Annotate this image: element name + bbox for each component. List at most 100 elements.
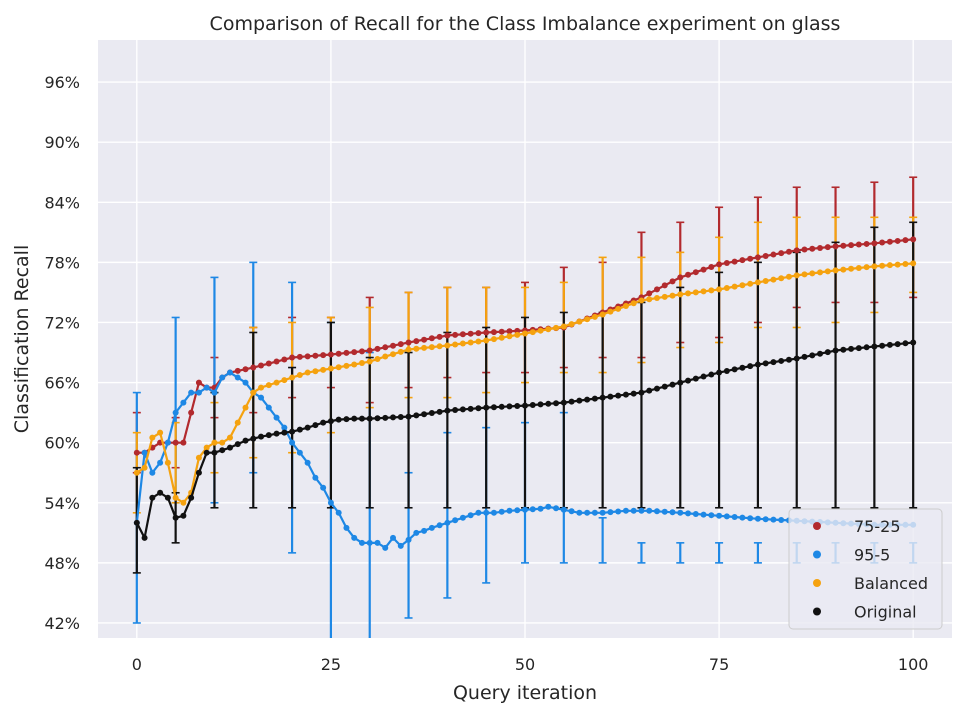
data-point bbox=[320, 484, 327, 491]
data-point bbox=[358, 348, 365, 355]
data-point bbox=[731, 258, 738, 265]
data-point bbox=[599, 394, 606, 401]
data-point bbox=[855, 241, 862, 248]
data-point bbox=[452, 407, 459, 414]
data-point bbox=[366, 347, 373, 354]
data-point bbox=[591, 395, 598, 402]
data-point bbox=[848, 345, 855, 352]
data-point bbox=[296, 426, 303, 433]
data-point bbox=[421, 411, 428, 418]
data-point bbox=[716, 286, 723, 293]
data-point bbox=[514, 403, 521, 410]
data-point bbox=[708, 512, 715, 519]
data-point bbox=[685, 377, 692, 384]
data-point bbox=[327, 365, 334, 372]
data-point bbox=[188, 409, 195, 416]
data-point bbox=[886, 238, 893, 245]
data-point bbox=[467, 512, 474, 519]
data-point bbox=[273, 379, 280, 386]
data-point bbox=[390, 534, 397, 541]
data-point bbox=[902, 237, 909, 244]
data-point bbox=[421, 336, 428, 343]
data-point bbox=[739, 364, 746, 371]
data-point bbox=[638, 389, 645, 396]
data-point bbox=[607, 509, 614, 516]
data-point bbox=[817, 350, 824, 357]
data-point bbox=[832, 347, 839, 354]
data-point bbox=[731, 366, 738, 373]
data-point bbox=[553, 505, 560, 512]
data-point bbox=[529, 329, 536, 336]
data-point bbox=[685, 290, 692, 297]
data-point bbox=[747, 255, 754, 262]
data-point bbox=[568, 508, 575, 515]
data-point bbox=[157, 429, 164, 436]
data-point bbox=[327, 418, 334, 425]
data-point bbox=[739, 282, 746, 289]
y-tick-label: 78% bbox=[44, 253, 80, 272]
data-point bbox=[195, 454, 202, 461]
data-point bbox=[661, 383, 668, 390]
data-point bbox=[149, 469, 156, 476]
data-point bbox=[304, 459, 311, 466]
data-point bbox=[312, 352, 319, 359]
data-point bbox=[685, 271, 692, 278]
y-axis-ticks: 42% 48% 54% 60% 66% 72% 78% 84% 90% 96% bbox=[44, 73, 80, 633]
data-point bbox=[607, 308, 614, 315]
data-point bbox=[172, 409, 179, 416]
data-point bbox=[366, 539, 373, 546]
data-point bbox=[801, 353, 808, 360]
data-point bbox=[871, 343, 878, 350]
data-point bbox=[754, 279, 761, 286]
data-point bbox=[428, 335, 435, 342]
data-point bbox=[855, 264, 862, 271]
data-point bbox=[428, 410, 435, 417]
data-point bbox=[483, 404, 490, 411]
data-point bbox=[475, 509, 482, 516]
data-point bbox=[747, 515, 754, 522]
data-point bbox=[723, 259, 730, 266]
legend-marker bbox=[813, 579, 821, 587]
data-point bbox=[653, 286, 660, 293]
data-point bbox=[483, 329, 490, 336]
data-point bbox=[646, 290, 653, 297]
data-point bbox=[390, 351, 397, 358]
data-point bbox=[754, 515, 761, 522]
data-point bbox=[793, 355, 800, 362]
data-point bbox=[607, 393, 614, 400]
data-point bbox=[677, 509, 684, 516]
data-point bbox=[374, 356, 381, 363]
x-tick-label: 0 bbox=[132, 655, 142, 674]
data-point bbox=[778, 250, 785, 257]
data-point bbox=[459, 331, 466, 338]
data-point bbox=[390, 414, 397, 421]
data-point bbox=[358, 360, 365, 367]
data-point bbox=[281, 429, 288, 436]
data-point bbox=[273, 358, 280, 365]
data-point bbox=[149, 494, 156, 501]
data-point bbox=[172, 514, 179, 521]
data-point bbox=[265, 432, 272, 439]
data-point bbox=[289, 428, 296, 435]
data-point bbox=[584, 509, 591, 516]
data-point bbox=[219, 447, 226, 454]
data-point bbox=[351, 534, 358, 541]
data-point bbox=[739, 257, 746, 264]
data-point bbox=[646, 296, 653, 303]
data-point bbox=[716, 261, 723, 268]
data-point bbox=[444, 342, 451, 349]
data-point bbox=[615, 305, 622, 312]
data-point bbox=[335, 364, 342, 371]
y-tick-label: 42% bbox=[44, 614, 80, 633]
chart-title: Comparison of Recall for the Class Imbal… bbox=[210, 13, 841, 35]
data-point bbox=[211, 439, 218, 446]
data-point bbox=[669, 292, 676, 299]
data-point bbox=[902, 340, 909, 347]
data-point bbox=[770, 276, 777, 283]
data-point bbox=[405, 339, 412, 346]
data-point bbox=[778, 275, 785, 282]
data-point bbox=[910, 260, 917, 267]
data-point bbox=[374, 345, 381, 352]
data-point bbox=[203, 384, 210, 391]
